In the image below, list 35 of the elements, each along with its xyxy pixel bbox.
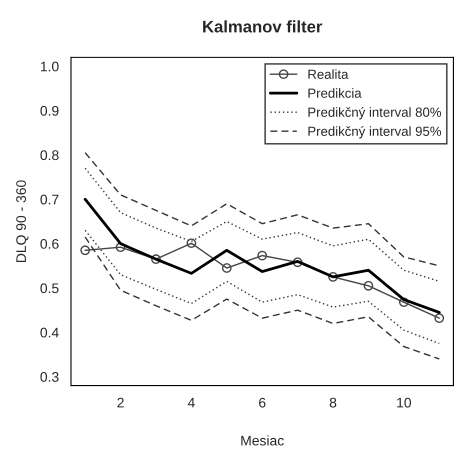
y-tick-label: 0.9 [40,106,59,116]
point [328,272,338,282]
line-series [84,198,441,314]
point [257,250,268,260]
y-tick-label: 0.6 [40,238,59,249]
point [364,280,374,291]
y-tick-label: 0.7 [40,194,58,204]
line-series [84,236,440,360]
x-tick-label: 8 [330,398,336,408]
legend-label: Realita [308,69,348,79]
point [292,257,302,268]
y-tick-label: 0.4 [40,328,59,338]
x-tick-label: 10 [397,398,412,408]
point [434,313,444,324]
legend-label: Predikčný interval 80% [308,107,442,120]
x-tick-label: 2 [117,398,124,408]
point [222,263,232,273]
point [186,238,196,248]
point [116,242,126,252]
y-tick-label: 0.5 [40,283,59,294]
y-axis-title: DLQ 90 - 360 [16,180,29,262]
line-series [84,168,440,282]
x-tick-label: 4 [188,398,195,408]
line-series [84,230,440,344]
point [80,245,90,256]
y-tick-label: 0.8 [40,150,59,160]
legend-label: Predikčný interval 95% [308,126,442,139]
point [151,254,161,264]
chart-title: Kalmanov filter [203,20,322,33]
y-tick-label: 1.0 [40,62,59,72]
x-axis-title: Mesiac [241,435,284,446]
point [398,297,409,308]
legend-label: Predikcia [308,88,362,98]
y-tick-label: 0.3 [40,372,59,382]
x-tick-label: 6 [259,398,266,408]
